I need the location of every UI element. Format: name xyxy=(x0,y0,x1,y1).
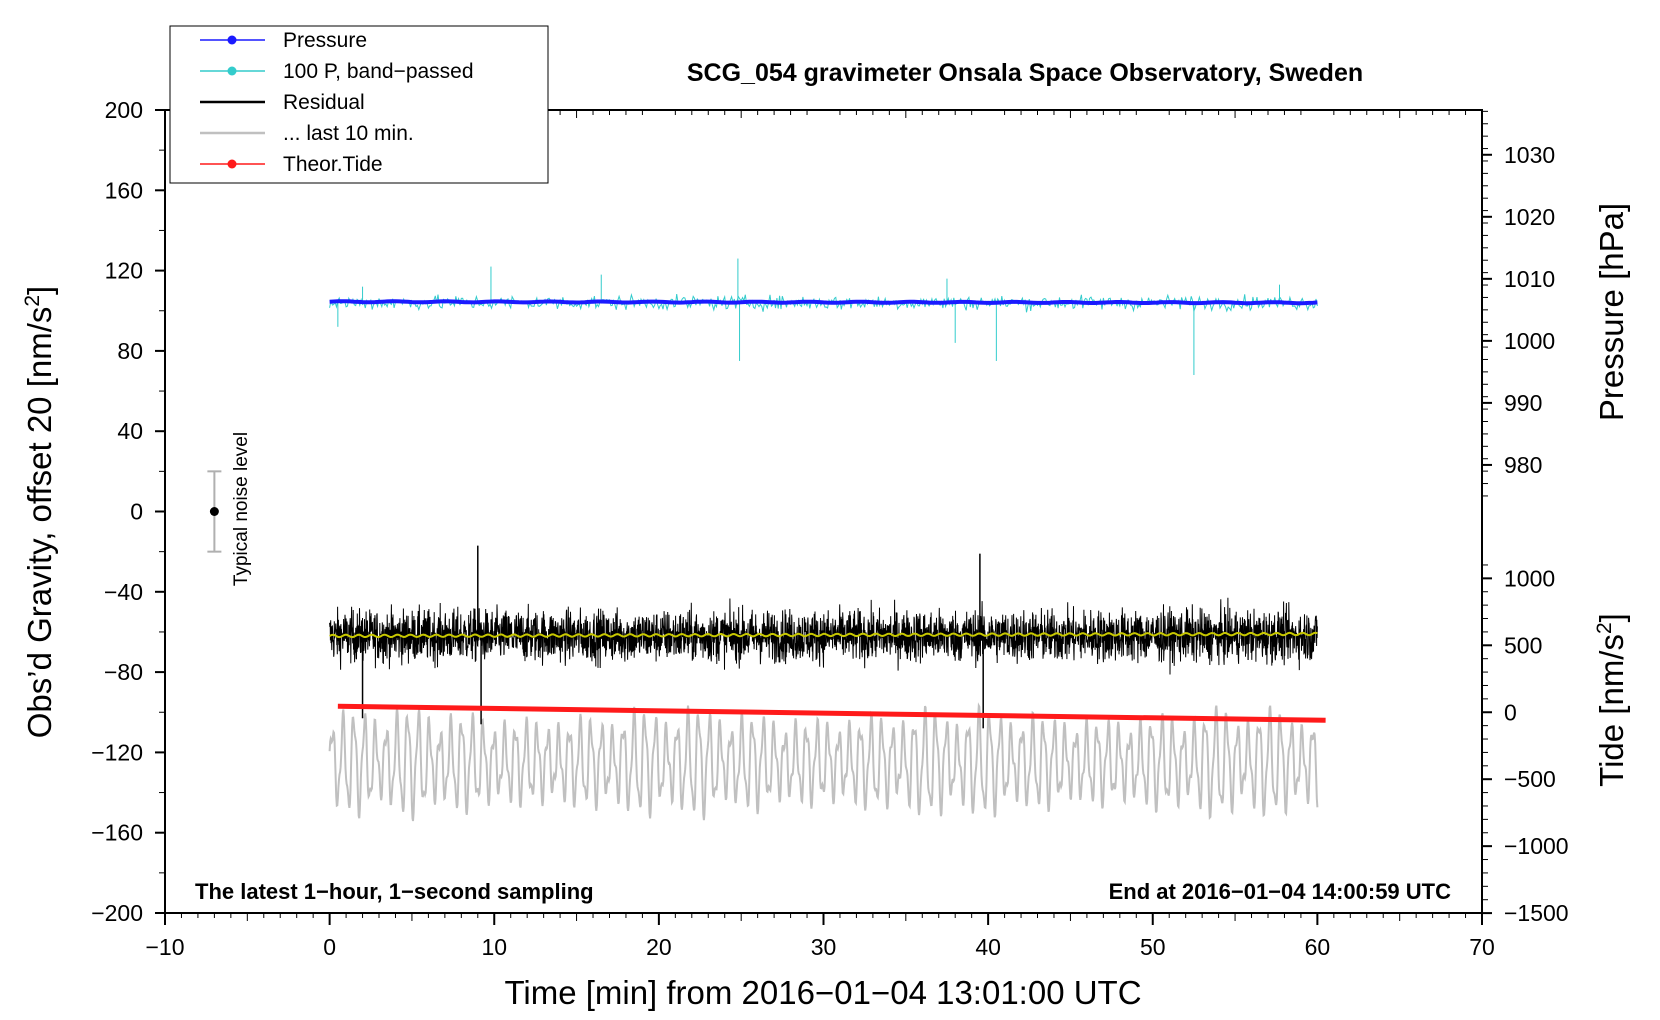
y-axis-left-label-close: ] xyxy=(21,286,58,295)
legend-marker-4 xyxy=(227,159,237,169)
noise-bar-center-dot xyxy=(209,507,219,516)
ticks-layer: −10 0 10 20 30 40 50 60 7020016012080400−40−80−1… xyxy=(91,97,1568,960)
legend-label-4: Theor.Tide xyxy=(283,153,383,176)
y-tick-label-3: 80 xyxy=(117,338,143,364)
legend-label-0: Pressure xyxy=(283,29,367,52)
x-tick-label-3: 20 xyxy=(646,934,672,960)
noise-bar-group xyxy=(207,470,222,553)
pressure-tick-label-1: 1020 xyxy=(1504,204,1555,230)
x-tick-label-2: 10 xyxy=(481,934,507,960)
x-tick-label-5: 40 xyxy=(975,934,1001,960)
y-axis-pressure-label: Pressure [hPa] xyxy=(1593,203,1630,421)
x-tick-label-8: 70 xyxy=(1469,934,1495,960)
series-residual-mean xyxy=(329,631,1318,639)
legend: Pressure 100 P, band−passed Residual ... la… xyxy=(169,25,549,184)
x-tick-label-4: 30 xyxy=(811,934,837,960)
legend-entries: Pressure 100 P, band−passed Residual ... la… xyxy=(200,29,474,176)
legend-label-3: ... last 10 min. xyxy=(283,122,414,145)
tide-tick-label-1: 500 xyxy=(1504,632,1542,658)
y-axis-left-label: Obs’d Gravity, offset 20 [nm/s2] xyxy=(21,286,58,738)
y-tick-label-2: 120 xyxy=(105,258,143,284)
noise-level-label: Typical noise level xyxy=(231,432,252,586)
x-tick-label-1: 0 xyxy=(323,934,336,960)
y-axis-tide-label-main: Tide [nm/s xyxy=(1593,634,1630,787)
series-pressure xyxy=(329,299,1318,306)
annotation-sampling: The latest 1−hour, 1−second sampling xyxy=(195,879,594,904)
x-tick-label-6: 50 xyxy=(1140,934,1166,960)
tide-tick-label-3: −500 xyxy=(1504,766,1556,792)
y-tick-label-0: 200 xyxy=(105,97,143,123)
legend-box xyxy=(169,25,549,184)
pressure-tick-label-5: 980 xyxy=(1504,452,1542,478)
tide-tick-label-2: 0 xyxy=(1504,699,1517,725)
series-layer xyxy=(328,258,1326,822)
y-tick-label-5: 0 xyxy=(130,499,143,525)
y-axis-tide-label: Tide [nm/s2] xyxy=(1593,613,1630,787)
pressure-tick-label-2: 1010 xyxy=(1504,266,1555,292)
x-tick-label-0: −10 xyxy=(145,934,184,960)
y-axis-tide-label-sup: 2 xyxy=(1593,622,1616,634)
x-tick-label-7: 60 xyxy=(1305,934,1331,960)
y-tick-label-7: −80 xyxy=(104,659,143,685)
series-last-10-min xyxy=(328,702,1319,822)
pressure-tick-label-0: 1030 xyxy=(1504,142,1555,168)
y-axis-left-label-main: Obs’d Gravity, offset 20 [nm/s xyxy=(21,307,58,739)
annotation-end-time: End at 2016−01−04 14:00:59 UTC xyxy=(1109,879,1452,904)
legend-marker-1 xyxy=(227,66,237,76)
y-tick-label-9: −160 xyxy=(91,820,143,846)
legend-marker-0 xyxy=(227,35,237,45)
tide-tick-label-5: −1500 xyxy=(1504,900,1569,926)
pressure-tick-label-4: 990 xyxy=(1504,390,1542,416)
y-tick-label-6: −40 xyxy=(104,579,143,605)
x-axis-label: Time [min] from 2016−01−04 13:01:00 UTC xyxy=(504,974,1141,1011)
y-tick-label-10: −200 xyxy=(91,900,143,926)
series-theoretical-tide xyxy=(337,703,1326,723)
chart-title: SCG_054 gravimeter Onsala Space Observat… xyxy=(687,59,1363,87)
legend-label-1: 100 P, band−passed xyxy=(283,60,474,83)
pressure-tick-label-3: 1000 xyxy=(1504,328,1555,354)
tide-tick-label-4: −1000 xyxy=(1504,833,1569,859)
legend-label-2: Residual xyxy=(283,91,365,114)
y-tick-label-1: 160 xyxy=(105,177,143,203)
tide-tick-label-0: 1000 xyxy=(1504,565,1555,591)
series-residual xyxy=(329,597,1318,675)
y-tick-label-8: −120 xyxy=(91,739,143,765)
y-axis-left-label-sup: 2 xyxy=(21,295,44,307)
y-axis-tide-label-close: ] xyxy=(1593,613,1630,622)
y-tick-label-4: 40 xyxy=(117,418,143,444)
